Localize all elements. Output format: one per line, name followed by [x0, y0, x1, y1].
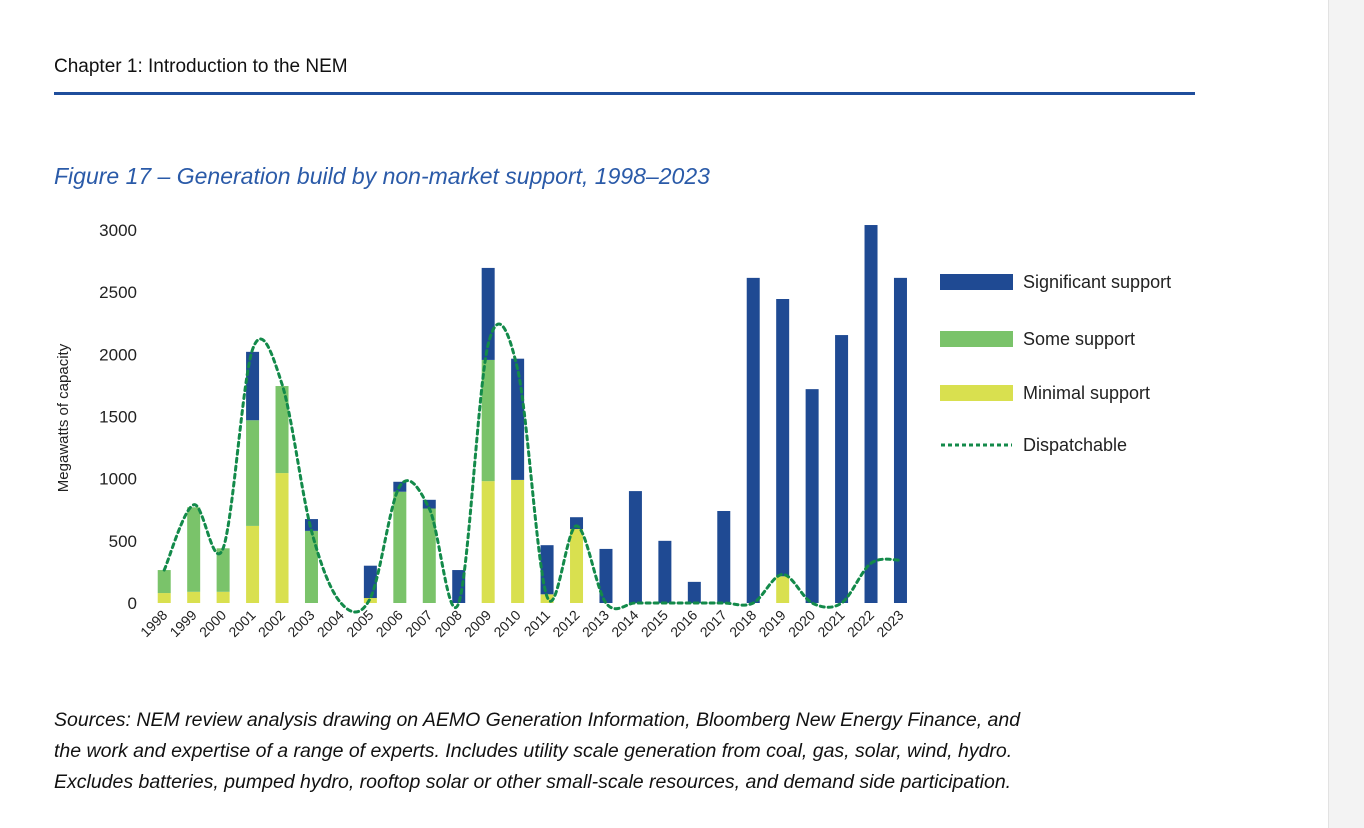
- bar-some-support-1999: [187, 507, 201, 592]
- legend-label-minimal-support: Minimal support: [1023, 383, 1150, 403]
- x-tick-label: 2023: [873, 607, 906, 640]
- bar-significant-support-2022: [864, 225, 878, 603]
- side-panel: [1328, 0, 1364, 828]
- bar-significant-support-2012: [570, 517, 584, 530]
- bar-some-support-2000: [216, 548, 230, 592]
- chart: 0 500 1000 1500 2000 2500 3000 Megawatts of ca…: [55, 221, 1171, 640]
- bar-minimal-support-2010: [511, 479, 525, 603]
- x-tick-label: 2018: [726, 607, 759, 640]
- legend-label-significant-support: Significant support: [1023, 272, 1171, 292]
- bar-minimal-support-2019: [776, 576, 790, 603]
- header-rule: [54, 92, 1195, 95]
- x-tick-label: 2017: [697, 607, 730, 640]
- x-tick-label: 2005: [343, 607, 376, 640]
- sources-line: Sources: NEM review analysis drawing on …: [54, 709, 1021, 731]
- y-tick-label: 2500: [99, 283, 137, 302]
- bar-minimal-support-1998: [157, 593, 171, 603]
- y-tick-label: 0: [128, 594, 137, 613]
- y-axis-title: Megawatts of capacity: [55, 343, 72, 492]
- x-tick-label: 2007: [402, 607, 435, 640]
- x-tick-label: 2016: [667, 607, 700, 640]
- y-tick-label: 3000: [99, 221, 137, 240]
- bar-significant-support-2020: [805, 389, 819, 603]
- x-tick-label: 2006: [373, 607, 406, 640]
- legend-label-some-support: Some support: [1023, 329, 1135, 349]
- bar-significant-support-2001: [246, 351, 260, 421]
- bar-some-support-2006: [393, 491, 407, 603]
- bar-some-support-2003: [304, 530, 318, 603]
- x-tick-label: 2008: [432, 607, 465, 640]
- x-tick-label: 2002: [255, 607, 288, 640]
- legend-swatch-minimal-support: [940, 385, 1013, 401]
- bar-significant-support-2021: [835, 335, 849, 603]
- bar-significant-support-2011: [540, 545, 554, 595]
- bar-significant-support-2008: [452, 570, 466, 603]
- bar-significant-support-2023: [893, 277, 907, 603]
- y-tick-label: 1000: [99, 470, 137, 489]
- legend-label-dispatchable: Dispatchable: [1023, 435, 1127, 455]
- x-tick-label: 2003: [284, 607, 317, 640]
- x-tick-label: 2019: [755, 607, 788, 640]
- bar-some-support-2009: [481, 359, 495, 482]
- y-tick-label: 1500: [99, 408, 137, 427]
- x-tick-label: 2021: [814, 607, 847, 640]
- bar-significant-support-2016: [687, 581, 701, 603]
- x-tick-label: 2012: [549, 607, 582, 640]
- bar-some-support-1998: [157, 570, 171, 594]
- dispatchable-line: [162, 322, 902, 614]
- bar-minimal-support-2002: [275, 473, 289, 603]
- sources-line: the work and expertise of a range of exp…: [54, 740, 1013, 762]
- bar-minimal-support-2009: [481, 481, 495, 603]
- x-tick-label: 2000: [196, 607, 229, 640]
- legend-swatch-significant-support: [940, 274, 1013, 290]
- bar-significant-support-2010: [511, 358, 525, 480]
- x-tick-label: 2010: [490, 607, 523, 640]
- x-tick-label: 2004: [314, 607, 347, 640]
- x-tick-label: 2015: [638, 607, 671, 640]
- bar-significant-support-2018: [746, 277, 760, 603]
- bar-minimal-support-2012: [570, 529, 584, 603]
- bar-minimal-support-2000: [216, 591, 230, 603]
- bar-some-support-2002: [275, 386, 289, 474]
- bar-significant-support-2014: [628, 491, 642, 603]
- legend-swatch-some-support: [940, 331, 1013, 347]
- x-tick-label: 1998: [137, 607, 170, 640]
- x-tick-label: 1999: [166, 607, 199, 640]
- sources-note: Sources: NEM review analysis drawing on …: [54, 705, 1234, 798]
- bar-significant-support-2013: [599, 548, 613, 603]
- bar-minimal-support-2001: [246, 525, 260, 603]
- bar-significant-support-2017: [717, 510, 731, 603]
- x-tick-label: 2001: [225, 607, 258, 640]
- x-tick-label: 2022: [844, 607, 877, 640]
- sources-line: Excludes batteries, pumped hydro, roofto…: [54, 771, 1012, 793]
- x-tick-label: 2014: [608, 607, 641, 640]
- bar-significant-support-2007: [422, 499, 436, 509]
- x-tick-label: 2009: [461, 607, 494, 640]
- x-tick-label: 2011: [521, 607, 554, 640]
- figure-title: Figure 17 – Generation build by non-mark…: [54, 163, 710, 189]
- x-tick-label: 2013: [579, 607, 612, 640]
- x-tick-label: 2020: [785, 607, 818, 640]
- bar-some-support-2007: [422, 508, 436, 603]
- bar-significant-support-2015: [658, 540, 672, 603]
- y-tick-label: 500: [109, 532, 137, 551]
- bar-some-support-2001: [246, 420, 260, 526]
- chapter-header: Chapter 1: Introduction to the NEM: [54, 56, 348, 77]
- y-tick-label: 2000: [99, 345, 137, 364]
- bar-minimal-support-1999: [187, 591, 201, 603]
- bar-significant-support-2019: [776, 299, 790, 577]
